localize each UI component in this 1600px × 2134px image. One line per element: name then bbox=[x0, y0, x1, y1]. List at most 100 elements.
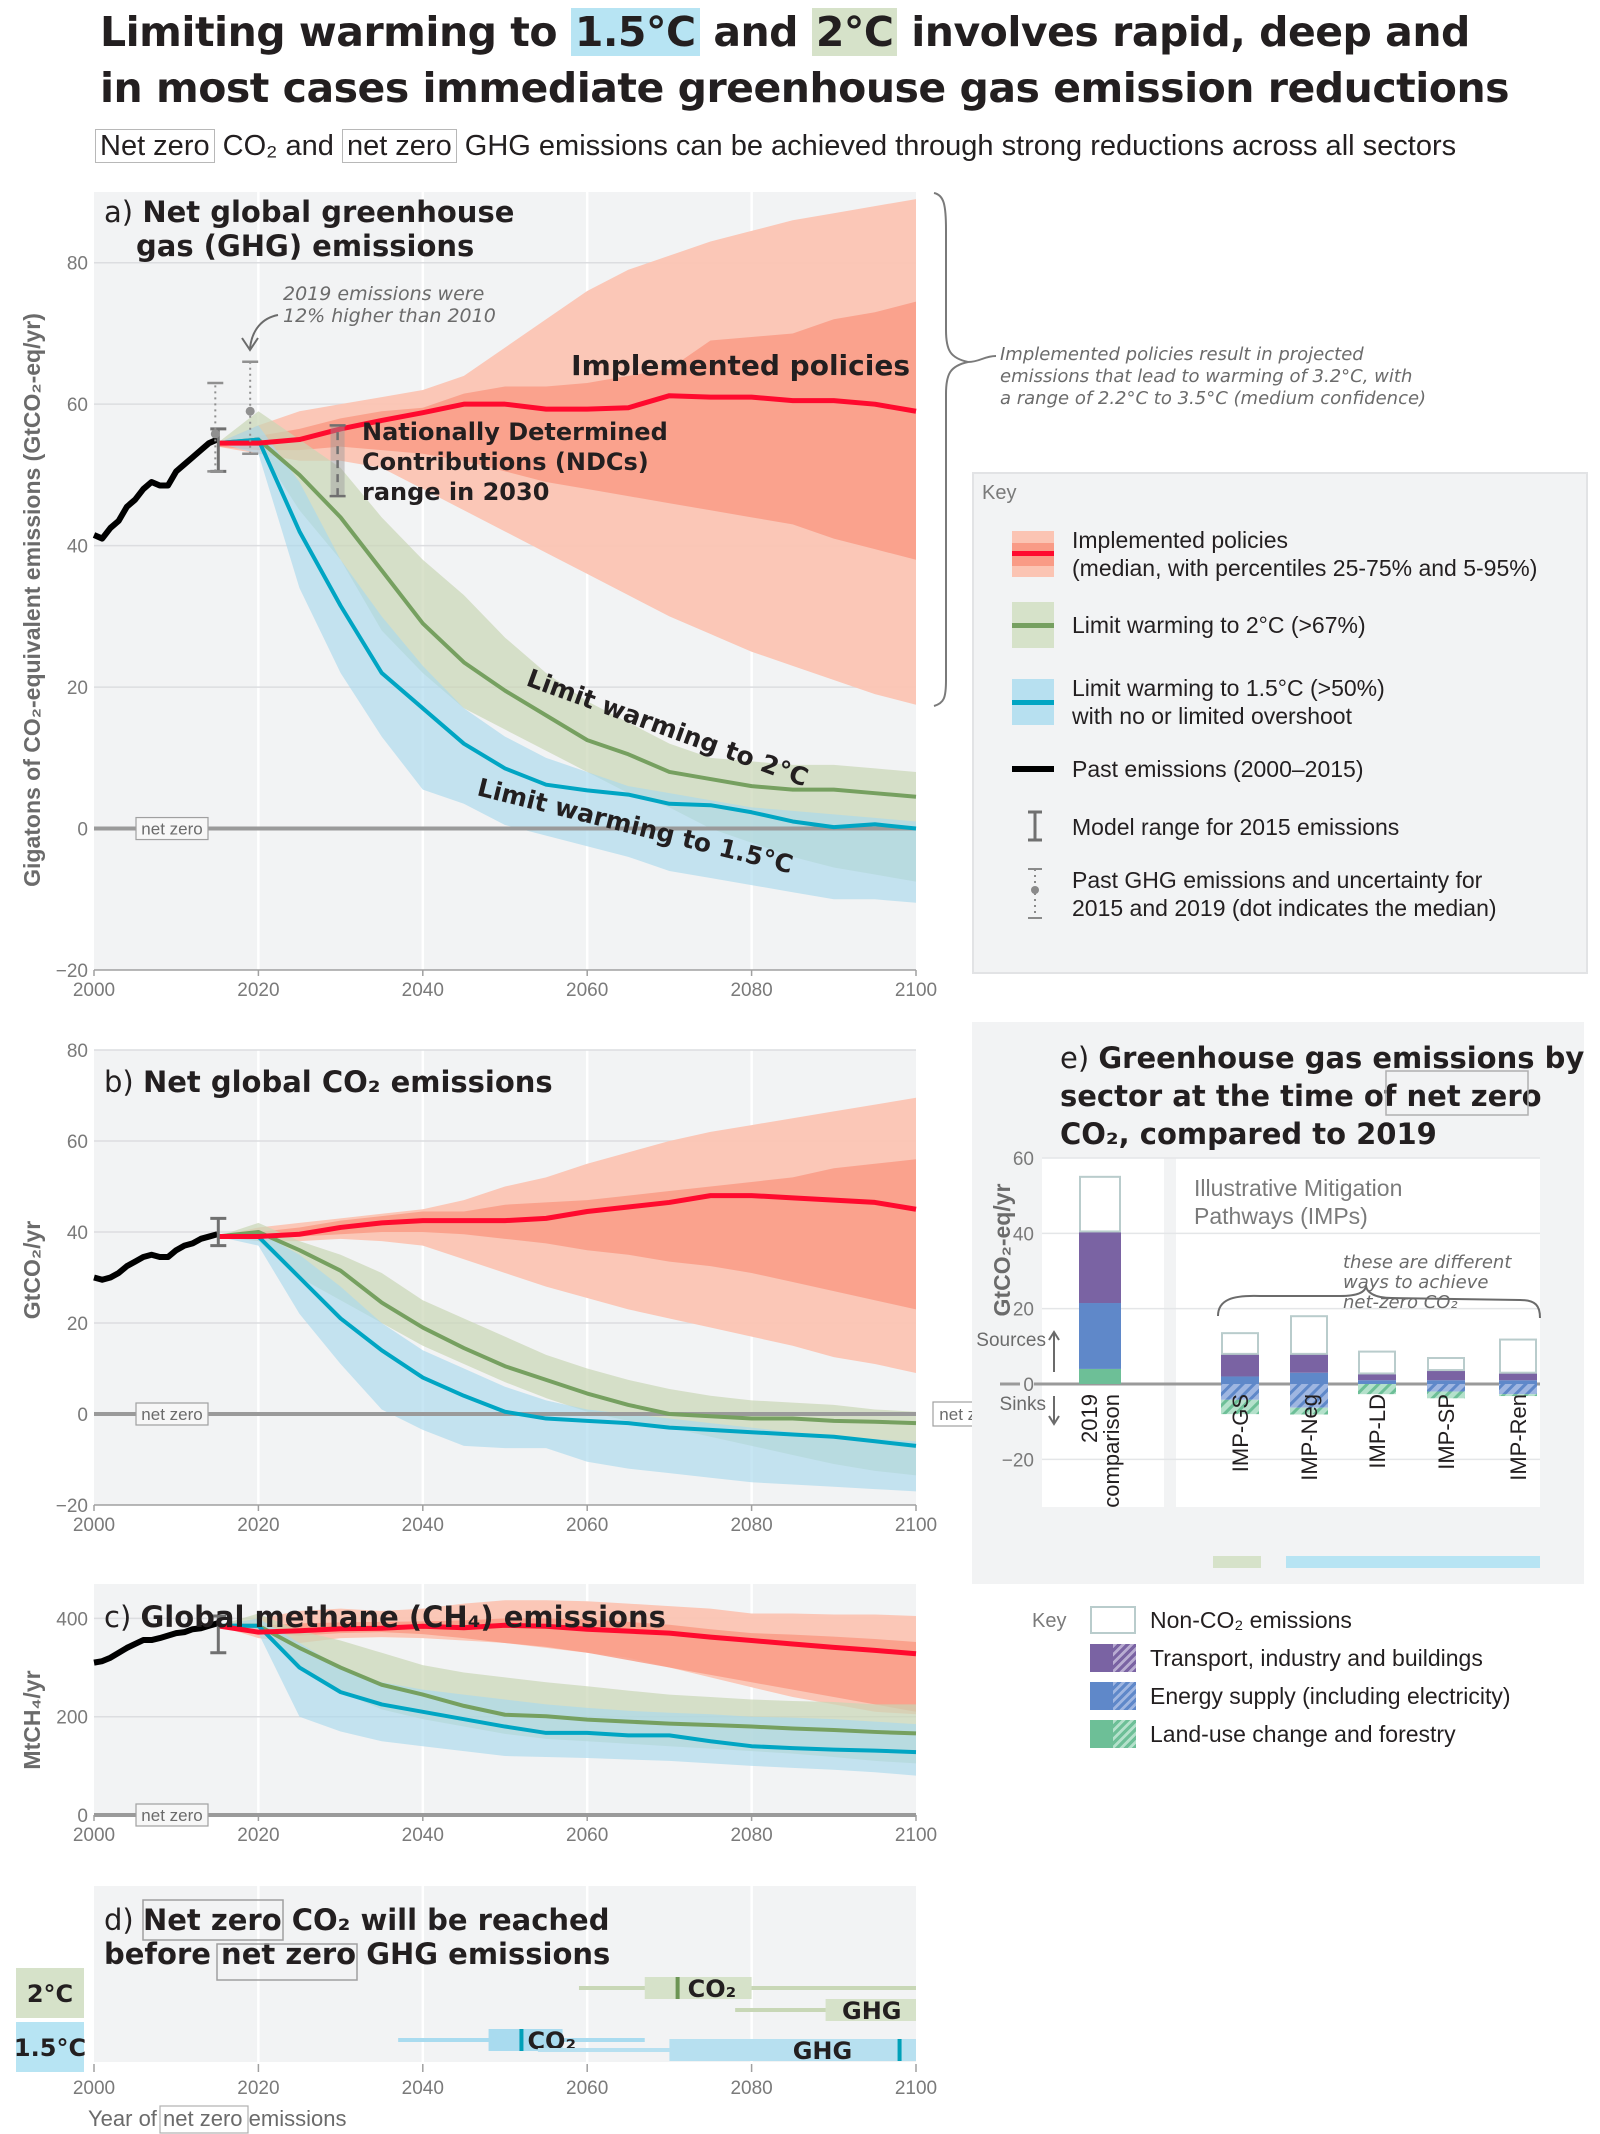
net-zero-tag: Net zero bbox=[95, 129, 215, 163]
bar-sink-landuse bbox=[1221, 1399, 1259, 1415]
bar-segment-transport bbox=[1079, 1231, 1121, 1304]
x-tick-label: 2000 bbox=[73, 1825, 115, 1846]
x-tick-label: 2040 bbox=[402, 1825, 444, 1846]
legend-label: Model range for 2015 emissions bbox=[1072, 814, 1400, 840]
gas-label: CO₂ bbox=[688, 1975, 737, 2003]
y-tick-label: 60 bbox=[67, 1132, 88, 1153]
bar-segment-transport bbox=[1290, 1353, 1328, 1373]
past-emissions-line bbox=[93, 1620, 219, 1666]
category-label: IMP-Neg bbox=[1297, 1394, 1322, 1481]
legend-label: Past GHG emissions and uncertainty for 2… bbox=[1072, 867, 1497, 921]
net-zero-tag-box bbox=[1385, 1070, 1529, 1116]
x-tick-label: 2020 bbox=[237, 980, 279, 1001]
x-axis-label-text: Year of bbox=[88, 2106, 163, 2131]
bar-segment-non-co2 bbox=[1499, 1338, 1537, 1374]
y-axis-label: GtCO₂-eq/yr bbox=[989, 1184, 1015, 1317]
panel-d-title: d) Net zero CO₂ will be reached bbox=[104, 1903, 610, 1937]
x-tick-label: 2020 bbox=[237, 2078, 279, 2099]
scenario-2c-label: 2°C bbox=[27, 1980, 73, 2008]
legend-item-landuse: Land-use change and forestry bbox=[1090, 1720, 1456, 1748]
model-range-2015-error-bar bbox=[210, 1216, 227, 1248]
bar-sink-energy bbox=[1499, 1384, 1537, 1395]
past-emissions-line bbox=[93, 1231, 219, 1283]
panel-d-title-line2: before net zero GHG emissions bbox=[104, 1937, 610, 1971]
imp-note: net-zero CO₂ bbox=[1343, 1292, 1458, 1313]
bar-imp-sp: IMP-SP bbox=[1427, 1357, 1465, 1470]
median-marker bbox=[519, 2029, 524, 2051]
panel-d-title-text: CO₂ will be reached bbox=[282, 1903, 610, 1937]
sources-arrow-icon bbox=[1048, 1330, 1060, 1372]
category-label: IMP-GS bbox=[1228, 1394, 1253, 1472]
y-tick-label: 0 bbox=[1023, 1375, 1034, 1396]
subtitle-text: CO₂ and bbox=[214, 130, 342, 162]
imp-brace-icon bbox=[1217, 1284, 1541, 1319]
panel-c-title-text: Global methane (CH₄) emissions bbox=[140, 1600, 665, 1634]
imp-note: ways to achieve bbox=[1343, 1272, 1488, 1293]
net-zero-tag-box bbox=[135, 816, 209, 841]
annotation-2019-emissions: 2019 emissions were bbox=[283, 283, 484, 305]
x-tick-label: 2060 bbox=[566, 980, 608, 1001]
bar-sink-landuse bbox=[1499, 1394, 1537, 1397]
bar-segment-non-co2 bbox=[1290, 1315, 1328, 1355]
policy-band-swatch bbox=[1012, 531, 1054, 577]
category-label: 2019 bbox=[1077, 1394, 1102, 1443]
legend-label: Past emissions (2000–2015) bbox=[1072, 756, 1364, 782]
y-tick-label: 60 bbox=[1013, 1149, 1034, 1170]
net-zero-tag: Net zero bbox=[143, 1903, 282, 1937]
y-axis-label: MtCH₄/yr bbox=[19, 1670, 45, 1769]
net-zero-tag: net zero bbox=[1407, 1079, 1542, 1113]
title-line-2: in most cases immediate greenhouse gas e… bbox=[100, 64, 1510, 112]
bar-imp-ld: IMP-LD bbox=[1358, 1350, 1396, 1469]
y-tick-label: 400 bbox=[56, 1609, 88, 1630]
sinks-label: Sinks bbox=[1000, 1394, 1046, 1415]
figure-subtitle: Net zero CO₂ and net zero GHG emissions … bbox=[95, 129, 1456, 163]
panel-c-methane-chart: 0 200 400 2000 2020 2040 2060 2080 2100 net zero M… bbox=[19, 1584, 937, 1846]
interquartile-box bbox=[669, 2039, 916, 2061]
y-tick-label: −20 bbox=[1002, 1450, 1034, 1471]
y-tick-label: 60 bbox=[67, 395, 88, 416]
panel-a-title-line2: gas (GHG) emissions bbox=[136, 229, 474, 263]
panel-e-prefix: e) bbox=[1060, 1041, 1098, 1075]
past-ghg-uncertainty-bar bbox=[242, 360, 259, 455]
x-tick-label: 2000 bbox=[73, 1515, 115, 1536]
bar-segment-non-co2 bbox=[1079, 1175, 1121, 1233]
x-tick-label: 2100 bbox=[895, 1515, 937, 1536]
x-axis-label-text: emissions bbox=[243, 2106, 347, 2131]
x-tick-label: 2080 bbox=[730, 980, 772, 1001]
landuse-swatch bbox=[1090, 1720, 1136, 1748]
gas-label: GHG bbox=[793, 2037, 852, 2065]
sources-label: Sources bbox=[976, 1330, 1046, 1351]
ndc-label: range in 2030 bbox=[362, 478, 549, 506]
y-tick-label: 0 bbox=[77, 820, 88, 841]
x-tick-label: 2060 bbox=[566, 1515, 608, 1536]
scenario-15c-label: 1.5°C bbox=[14, 2034, 86, 2062]
title-highlight-1-5c: 1.5°C bbox=[570, 8, 700, 56]
median-marker bbox=[675, 1977, 680, 1999]
panel-e-title-line2: sector at the time of net zero bbox=[1060, 1079, 1542, 1113]
category-label: IMP-SP bbox=[1434, 1394, 1459, 1470]
2c-band-swatch bbox=[1012, 602, 1054, 648]
bar-segment-transport bbox=[1499, 1372, 1537, 1381]
c15-range-band bbox=[217, 1232, 917, 1492]
net-zero-tag-box bbox=[142, 1899, 284, 1941]
x-tick-label: 2060 bbox=[566, 1825, 608, 1846]
interquartile-box bbox=[825, 1999, 916, 2021]
y-tick-label: 20 bbox=[67, 1314, 88, 1335]
panel-e-title-text: sector at the time of bbox=[1060, 1079, 1407, 1113]
scenario-2c-strip bbox=[1213, 1556, 1261, 1568]
bar-segment-landuse bbox=[1079, 1368, 1121, 1384]
panel-a-prefix: a) bbox=[104, 195, 142, 229]
net-zero-tag-box bbox=[159, 2105, 249, 2134]
y-axis-label: Gigatons of CO₂-equivalent emissions (Gt… bbox=[19, 313, 45, 887]
scenario-2c-badge bbox=[16, 1968, 84, 2018]
bar-sink-landuse bbox=[1290, 1407, 1328, 1415]
y-tick-label: −20 bbox=[56, 961, 88, 982]
c15-median-line bbox=[217, 437, 917, 831]
transport-swatch bbox=[1090, 1644, 1136, 1672]
x-tick-label: 2020 bbox=[237, 1515, 279, 1536]
model-range-2015-error-bar bbox=[210, 1614, 227, 1655]
ndc-range-2030 bbox=[329, 424, 346, 498]
imp-header: Pathways (IMPs) bbox=[1194, 1203, 1368, 1229]
